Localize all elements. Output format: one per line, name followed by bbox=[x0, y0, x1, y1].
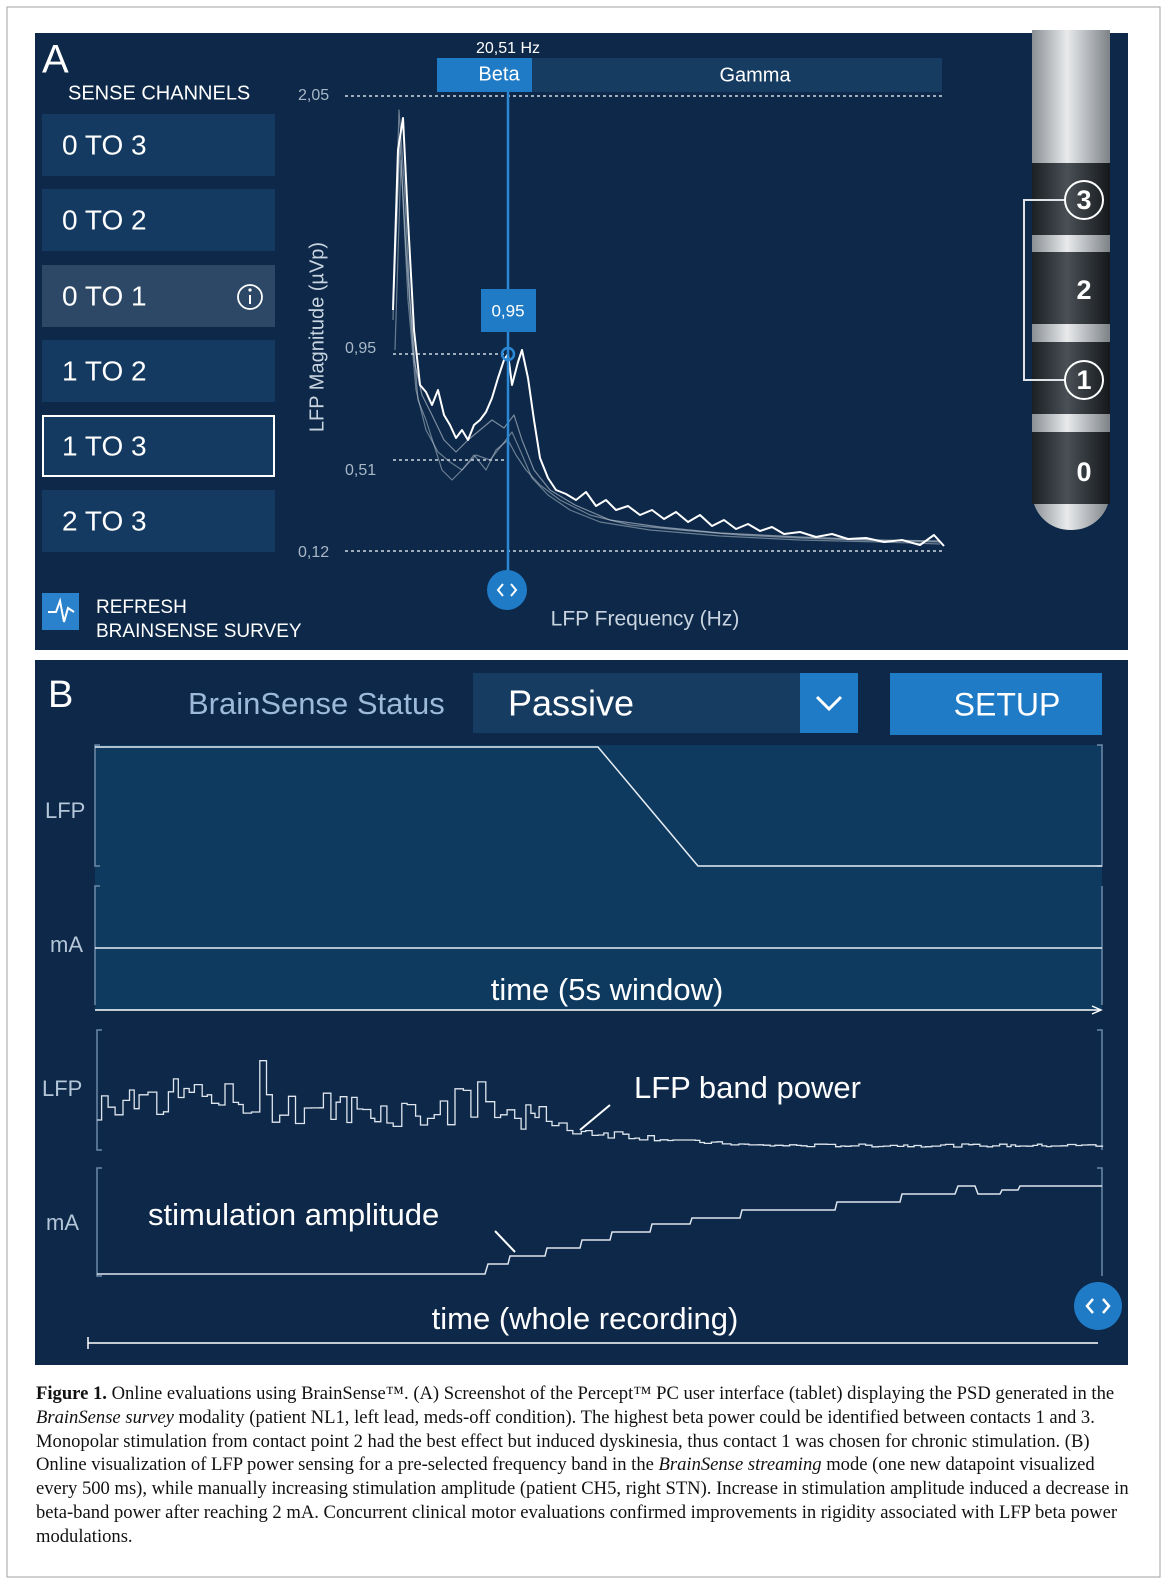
band-label: Beta bbox=[478, 63, 520, 85]
window-plot bbox=[95, 745, 1102, 1010]
channel-button bbox=[42, 490, 275, 552]
channel-label: LFP bbox=[42, 1076, 82, 1101]
panel-label: A bbox=[42, 38, 69, 82]
caption-label: Figure 1. bbox=[36, 1383, 107, 1404]
caption-text: BrainSense survey bbox=[36, 1406, 174, 1428]
panel-b: B BrainSense Status Passive SETUP LFP mA… bbox=[35, 660, 1128, 1365]
cursor-handle-glyph bbox=[496, 583, 518, 597]
contact-number: 3 bbox=[1076, 185, 1091, 215]
panel-label: B bbox=[48, 674, 73, 716]
y-axis-label: LFP Magnitude (µVp) bbox=[306, 242, 328, 432]
y-tick-label: 0,12 bbox=[298, 544, 329, 561]
channel-label: 1 TO 3 bbox=[62, 430, 147, 461]
lead-contact bbox=[1032, 252, 1110, 324]
info-icon-dot bbox=[248, 288, 252, 292]
band-label: Gamma bbox=[719, 64, 791, 86]
channel-button bbox=[42, 415, 275, 477]
channel-label: 0 TO 3 bbox=[62, 129, 147, 160]
setup-label: SETUP bbox=[954, 686, 1061, 722]
lead-contact bbox=[1032, 432, 1110, 504]
contact-number: 1 bbox=[1076, 365, 1091, 395]
info-icon bbox=[237, 284, 263, 310]
cursor-handle bbox=[487, 570, 527, 610]
contact-bracket bbox=[1023, 199, 1066, 381]
contact-number: 0 bbox=[1076, 457, 1091, 487]
amplitude-trace bbox=[97, 1185, 1102, 1275]
gamma-band bbox=[532, 58, 942, 92]
spectrum-trace bbox=[392, 117, 945, 547]
caption-text: BrainSense streaming bbox=[658, 1454, 822, 1476]
figure-border bbox=[6, 6, 1161, 1578]
annotation: stimulation amplitude bbox=[148, 1197, 439, 1232]
bracket bbox=[96, 1029, 1103, 1277]
section-title: SENSE CHANNELS bbox=[68, 82, 250, 104]
scroll-handle-glyph bbox=[1085, 1298, 1111, 1314]
beta-band bbox=[437, 58, 532, 92]
status-label: BrainSense Status bbox=[188, 686, 445, 721]
channel-label: 2 TO 3 bbox=[62, 505, 147, 536]
channel-button bbox=[42, 265, 275, 327]
dropdown-chevron bbox=[815, 695, 843, 712]
time-label: time (whole recording) bbox=[432, 1301, 739, 1336]
channel-label: 1 TO 2 bbox=[62, 355, 147, 386]
contact-number: 2 bbox=[1076, 275, 1091, 305]
annotation-pointer bbox=[579, 1104, 611, 1131]
dropdown-button bbox=[800, 673, 858, 733]
cursor-value-box bbox=[481, 289, 536, 332]
y-tick-label: 0,51 bbox=[345, 462, 376, 479]
channel-button bbox=[42, 340, 275, 402]
bracket bbox=[94, 744, 1103, 1005]
window-lfp-line bbox=[95, 746, 1102, 867]
channel-label: 0 TO 2 bbox=[62, 204, 147, 235]
channel-label: mA bbox=[46, 1210, 79, 1235]
contact-ring bbox=[1064, 360, 1104, 400]
refresh-icon-glyph bbox=[48, 597, 75, 623]
refresh-label: BRAINSENSE SURVEY bbox=[96, 621, 302, 642]
annotation-pointer bbox=[494, 1230, 516, 1253]
setup-button bbox=[890, 673, 1102, 735]
channel-label: 0 TO 1 bbox=[62, 280, 147, 311]
contact-ring bbox=[1064, 180, 1104, 220]
refresh-label: REFRESH bbox=[96, 597, 187, 618]
figure-caption: Figure 1. Online evaluations using Brain… bbox=[36, 1382, 1132, 1549]
y-tick-label: 0,95 bbox=[345, 340, 376, 357]
y-tick-label: 2,05 bbox=[298, 87, 329, 104]
channel-button bbox=[42, 114, 275, 176]
lead-contact bbox=[1032, 342, 1110, 414]
status-dropdown bbox=[473, 673, 858, 733]
plot-brackets bbox=[94, 744, 1103, 1277]
channel-label: mA bbox=[50, 932, 83, 957]
arrow-head bbox=[1091, 1005, 1103, 1015]
annotation: LFP band power bbox=[634, 1070, 861, 1105]
panel-a: A SENSE CHANNELS 0 TO 3 0 TO 2 0 TO 1 1 TO … bbox=[35, 30, 1128, 650]
caption-text: Online evaluations using BrainSense™. (A… bbox=[106, 1383, 1115, 1404]
status-value: Passive bbox=[508, 683, 634, 724]
channel-list: 0 TO 3 0 TO 2 0 TO 1 1 TO 2 1 TO 3 2 TO 3 bbox=[42, 114, 275, 552]
caption-text: mode (one new datapoint visualized every… bbox=[36, 1454, 1129, 1547]
band-power-trace bbox=[97, 1060, 1104, 1148]
cursor-value: 0,95 bbox=[491, 301, 524, 320]
x-axis-label: LFP Frequency (Hz) bbox=[551, 608, 740, 631]
cursor-point bbox=[500, 346, 516, 362]
channel-button bbox=[42, 189, 275, 251]
dotted-guides bbox=[345, 95, 945, 552]
peak-frequency: 20,51 Hz bbox=[476, 40, 540, 57]
scroll-handle bbox=[1074, 1282, 1122, 1330]
channel-label: LFP bbox=[45, 798, 85, 823]
lead-body bbox=[1032, 30, 1110, 70]
caption-text: modality (patient NL1, left lead, meds-o… bbox=[36, 1406, 1095, 1476]
time-label: time (5s window) bbox=[491, 972, 724, 1007]
